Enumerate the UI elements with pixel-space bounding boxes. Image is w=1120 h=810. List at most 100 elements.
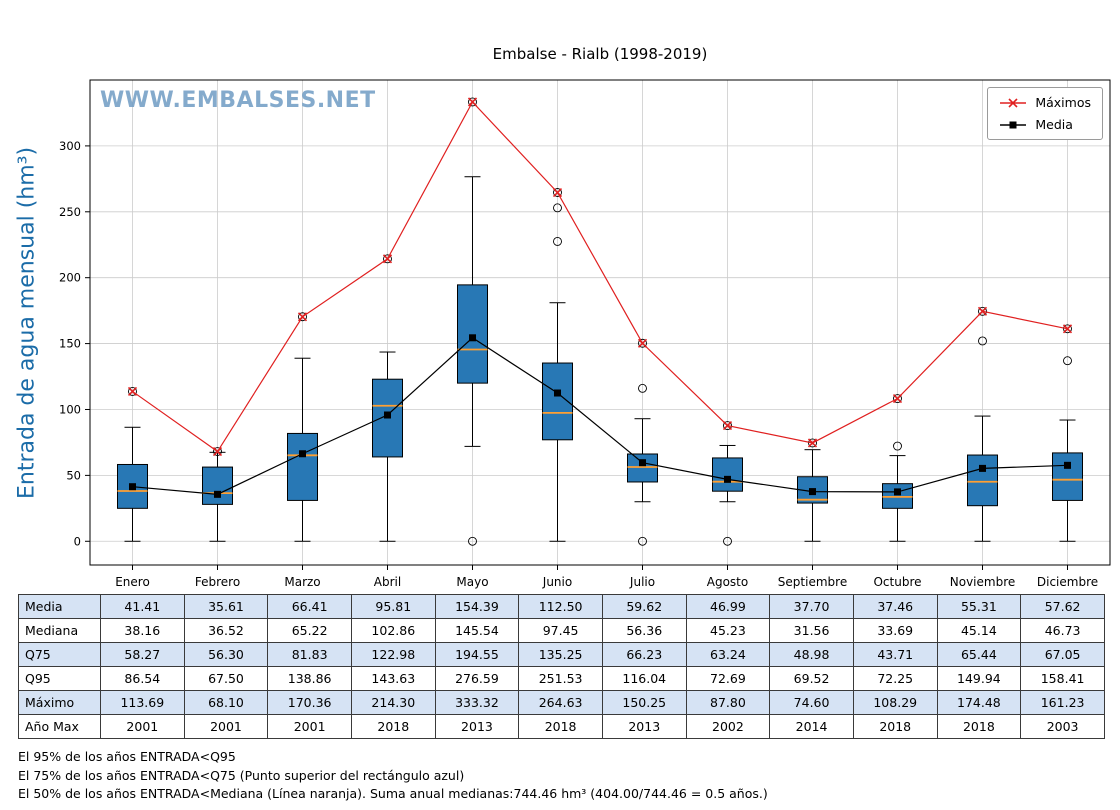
- table-cell: 45.14: [936, 618, 1022, 643]
- square-marker: [129, 483, 136, 491]
- table-cell: 58.27: [100, 642, 185, 667]
- table-cell: 56.30: [183, 642, 269, 667]
- table-cell: 66.23: [601, 642, 687, 667]
- table-cell: 264.63: [518, 690, 603, 715]
- footnotes: El 95% de los años ENTRADA<Q95 El 75% de…: [18, 748, 768, 804]
- table-cell: 55.31: [936, 594, 1022, 619]
- y-tick-label: 50: [66, 468, 81, 482]
- table-cell: 35.61: [183, 594, 269, 619]
- y-axis-label: Entrada de agua mensual (hm³): [14, 146, 40, 499]
- table-cell: 36.52: [183, 618, 269, 643]
- table-row-label: Máximo: [18, 690, 101, 715]
- square-marker: [469, 334, 476, 342]
- outlier-marker: [213, 447, 222, 456]
- x-tick-label: Octubre: [873, 575, 921, 589]
- series-line: [132, 100, 1068, 453]
- x-tick-label: Febrero: [195, 575, 240, 589]
- table-cell: 194.55: [434, 642, 520, 667]
- table-cell: 116.04: [601, 666, 687, 691]
- table-row: Q95 86.54 67.50 138.86 143.63 276.59 251.53 116…: [18, 666, 1105, 691]
- outlier-marker: [468, 536, 477, 546]
- table-cell: 72.25: [852, 666, 938, 691]
- y-tick-label: 200: [59, 271, 81, 285]
- table-cell: 69.52: [769, 666, 854, 691]
- outlier-marker: [808, 438, 817, 448]
- y-tick-label: 150: [59, 337, 81, 351]
- table-cell: 2013: [601, 714, 687, 739]
- table-cell: 2001: [267, 714, 352, 739]
- outlier-marker: [893, 394, 902, 404]
- table-cell: 161.23: [1020, 690, 1105, 715]
- table-cell: 41.41: [100, 594, 185, 619]
- square-marker: [894, 488, 901, 496]
- table-cell: 149.94: [936, 666, 1022, 691]
- outlier-marker: [553, 188, 562, 197]
- table-cell: 87.80: [685, 690, 771, 715]
- table-cell: 113.69: [100, 690, 185, 715]
- x-marker: [127, 386, 138, 397]
- table-cell: 170.36: [267, 690, 352, 715]
- table-cell: 2018: [350, 714, 436, 739]
- x-marker: [722, 420, 733, 431]
- y-tick-label: 250: [59, 205, 81, 219]
- iqr-box: [287, 432, 318, 501]
- table-cell: 37.46: [852, 594, 938, 619]
- table-cell: 38.16: [100, 618, 185, 643]
- table-row-label: Mediana: [18, 618, 101, 643]
- x-marker: [552, 187, 563, 198]
- outlier-marker: [553, 236, 562, 246]
- plot-area: [90, 80, 1110, 565]
- outlier-marker: [128, 386, 137, 396]
- table-cell: 74.60: [769, 690, 854, 715]
- media-line-icon: [1000, 121, 1027, 128]
- legend-label-maximos: Máximos: [1035, 95, 1091, 110]
- iqr-box: [627, 453, 658, 483]
- footnote-q75: El 75% de los años ENTRADA<Q75 (Punto su…: [18, 767, 465, 783]
- square-marker: [299, 450, 306, 458]
- table-cell: 65.44: [936, 642, 1022, 667]
- table-cell: 2001: [100, 714, 185, 739]
- table-row: Media 41.41 35.61 66.41 95.81 154.39 112.50 59.…: [18, 594, 1105, 619]
- outlier-marker: [468, 97, 477, 107]
- square-marker: [384, 411, 391, 419]
- table-cell: 56.36: [601, 618, 687, 643]
- x-marker: [297, 312, 308, 322]
- table-cell: 48.98: [769, 642, 854, 667]
- table-cell: 45.23: [685, 618, 771, 643]
- stats-table: Media 41.41 35.61 66.41 95.81 154.39 112.50 59.…: [18, 594, 1105, 739]
- x-tick-label: Noviembre: [950, 575, 1016, 589]
- x-marker: [637, 338, 648, 348]
- table-cell: 43.71: [852, 642, 938, 667]
- iqr-box: [967, 454, 998, 507]
- table-cell: 122.98: [350, 642, 436, 667]
- table-row: Mediana 38.16 36.52 65.22 102.86 145.54 97.45 5…: [18, 618, 1105, 643]
- footnote-q95: El 95% de los años ENTRADA<Q95: [18, 749, 236, 764]
- table-cell: 214.30: [350, 690, 436, 715]
- table-cell: 2018: [518, 714, 603, 739]
- square-marker: [1064, 461, 1071, 469]
- y-tick-label: 0: [74, 534, 81, 548]
- outlier-marker: [723, 536, 732, 546]
- table-row: Máximo 113.69 68.10 170.36 214.30 333.32 264.6…: [18, 690, 1105, 715]
- outlier-marker: [638, 536, 647, 546]
- table-row-label: Q75: [18, 642, 101, 667]
- table-cell: 2003: [1020, 714, 1105, 739]
- outlier-marker: [383, 254, 392, 264]
- table-cell: 63.24: [685, 642, 771, 667]
- iqr-box: [202, 466, 233, 505]
- table-cell: 2013: [434, 714, 520, 739]
- table-cell: 135.25: [518, 642, 603, 667]
- legend-label-media: Media: [1035, 117, 1073, 132]
- plot-border: [89, 79, 1111, 566]
- table-cell: 68.10: [183, 690, 269, 715]
- x-marker: [892, 393, 903, 404]
- x-tick-label: Julio: [629, 575, 655, 589]
- y-tick-label: 100: [59, 402, 81, 416]
- y-tick-label: 300: [59, 139, 81, 153]
- square-marker: [639, 459, 646, 467]
- x-tick-label: Mayo: [456, 575, 488, 589]
- x-tick-label: Diciembre: [1037, 575, 1098, 589]
- table-cell: 143.63: [350, 666, 436, 691]
- table-cell: 46.99: [685, 594, 771, 619]
- iqr-box: [457, 284, 488, 384]
